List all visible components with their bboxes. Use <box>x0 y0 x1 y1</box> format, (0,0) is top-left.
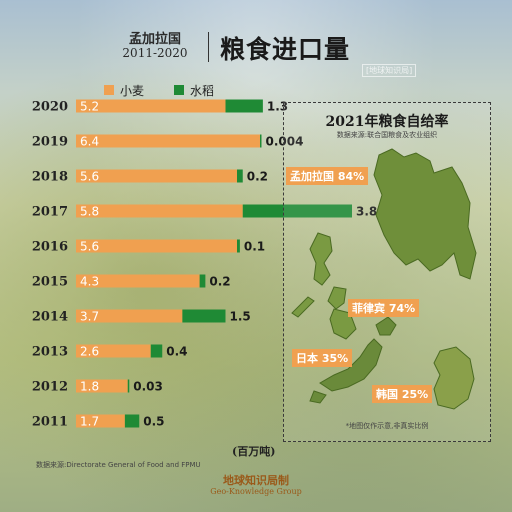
wheat-value-label: 1.8 <box>80 380 99 394</box>
rice-bar <box>225 99 263 113</box>
year-tick-label: 2015 <box>32 275 68 290</box>
year-tick-label: 2012 <box>32 380 68 395</box>
header-divider <box>208 32 209 62</box>
year-tick-label: 2017 <box>32 205 68 220</box>
year-tick-label: 2016 <box>32 240 68 255</box>
year-tick-label: 2019 <box>32 135 68 150</box>
wheat-bar <box>76 99 226 113</box>
inset-subtitle: 数据来源:联合国粮食及农业组织 <box>336 131 438 139</box>
watermark: [地球知识局] <box>362 64 417 77</box>
wheat-bar <box>76 169 237 183</box>
bangladesh-map-shape <box>373 148 477 280</box>
rice-value-label: 0.1 <box>244 240 265 254</box>
source-note: 数据来源:Directorate General of Food and FPM… <box>36 461 201 469</box>
rice-bar <box>124 414 140 428</box>
wheat-value-label: 6.4 <box>80 135 99 149</box>
rice-value-label: 0.2 <box>247 170 268 184</box>
page-title: 粮食进口量 <box>220 35 351 64</box>
unit-label: (百万吨) <box>232 445 276 458</box>
rice-bar <box>127 379 130 393</box>
rice-value-label: 1.5 <box>230 310 251 324</box>
wheat-value-label: 5.6 <box>80 170 99 184</box>
wheat-value-label: 1.7 <box>80 415 99 429</box>
year-tick-label: 2018 <box>32 170 68 185</box>
wheat-value-label: 3.7 <box>80 310 99 324</box>
wheat-bar <box>76 344 151 358</box>
year-tick-label: 2013 <box>32 345 68 360</box>
wheat-bar <box>76 274 200 288</box>
inset-note: *地图仅作示意,非真实比例 <box>345 422 429 430</box>
rice-value-label: 0.03 <box>133 380 163 394</box>
rice-bar <box>242 204 352 218</box>
brand-label-en: Geo-Knowledge Group <box>210 487 302 496</box>
country-maps <box>291 148 477 410</box>
year-tick-label: 2014 <box>32 310 68 325</box>
wheat-value-label: 5.8 <box>80 205 99 219</box>
country-label: 孟加拉国 <box>128 32 181 47</box>
header: 孟加拉国 2011-2020 粮食进口量 <box>0 26 512 74</box>
rice-bar <box>237 239 240 253</box>
wheat-value-label: 2.6 <box>80 345 99 359</box>
wheat-value-label: 5.6 <box>80 240 99 254</box>
wheat-bar <box>76 309 183 323</box>
wheat-bar <box>76 204 243 218</box>
legend-rice-swatch <box>174 85 184 95</box>
wheat-bar <box>76 134 260 148</box>
inset-title: 2021年粮食自给率 <box>325 114 449 130</box>
rice-value-label: 0.4 <box>166 345 187 359</box>
rice-bar <box>150 344 163 358</box>
brand-label: 地球知识局制 <box>223 474 289 487</box>
japan-map-shape <box>309 316 397 404</box>
rice-value-label: 1.3 <box>267 100 288 114</box>
tag-bangladesh: 孟加拉国 84% <box>286 167 369 185</box>
wheat-bar <box>76 379 128 393</box>
rice-bar <box>260 134 262 148</box>
rice-bar <box>237 169 243 183</box>
rice-value-label: 0.2 <box>209 275 230 289</box>
year-range-label: 2011-2020 <box>122 46 188 60</box>
rice-value-label: 0.004 <box>266 135 304 149</box>
rice-bar <box>182 309 226 323</box>
rice-bar <box>199 274 206 288</box>
philippines-map-shape <box>291 232 357 340</box>
legend-rice-label: 水稻 <box>190 84 215 98</box>
legend-wheat-label: 小麦 <box>120 84 145 98</box>
year-tick-label: 2011 <box>32 415 68 430</box>
tag-philippines: 菲律宾 74% <box>348 299 420 317</box>
wheat-value-label: 4.3 <box>80 275 99 289</box>
korea-map-shape <box>433 346 475 410</box>
wheat-bar <box>76 239 237 253</box>
wheat-value-label: 5.2 <box>80 100 99 114</box>
self-sufficiency-panel: 2021年粮食自给率 数据来源:联合国粮食及农业组织 孟加拉国 84% 菲律宾 … <box>283 102 491 442</box>
tag-japan: 日本 35% <box>292 349 353 367</box>
legend-wheat-swatch <box>104 85 114 95</box>
rice-value-label: 0.5 <box>143 415 164 429</box>
tag-korea: 韩国 25% <box>372 385 433 403</box>
wheat-bar <box>76 414 125 428</box>
year-tick-label: 2020 <box>32 100 68 115</box>
rice-value-label: 3.8 <box>356 205 377 219</box>
